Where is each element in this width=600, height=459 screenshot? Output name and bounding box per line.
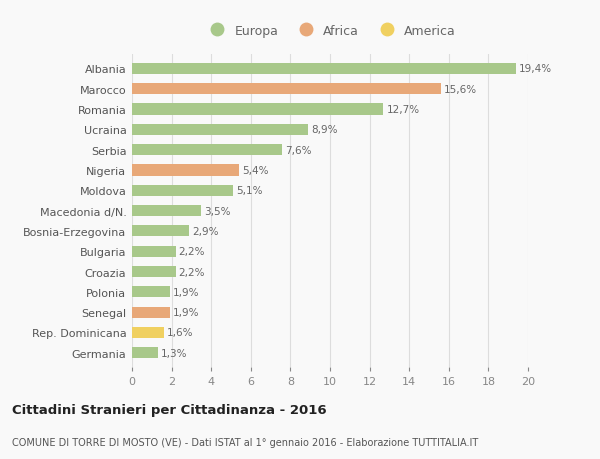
Text: 8,9%: 8,9%	[311, 125, 338, 135]
Text: 1,9%: 1,9%	[173, 287, 199, 297]
Bar	[132, 266, 176, 278]
Bar	[132, 124, 308, 136]
Bar	[132, 185, 233, 196]
Bar	[132, 226, 190, 237]
Text: 2,9%: 2,9%	[193, 226, 219, 236]
Bar	[132, 64, 516, 75]
Bar	[132, 145, 283, 156]
Text: 19,4%: 19,4%	[519, 64, 552, 74]
Text: COMUNE DI TORRE DI MOSTO (VE) - Dati ISTAT al 1° gennaio 2016 - Elaborazione TUT: COMUNE DI TORRE DI MOSTO (VE) - Dati IST…	[12, 437, 478, 447]
Bar	[132, 307, 170, 318]
Bar	[132, 347, 158, 358]
Text: 12,7%: 12,7%	[386, 105, 419, 115]
Text: Cittadini Stranieri per Cittadinanza - 2016: Cittadini Stranieri per Cittadinanza - 2…	[12, 403, 326, 416]
Text: 2,2%: 2,2%	[179, 246, 205, 257]
Text: 1,6%: 1,6%	[167, 328, 193, 338]
Text: 5,1%: 5,1%	[236, 186, 262, 196]
Bar	[132, 246, 176, 257]
Text: 15,6%: 15,6%	[444, 84, 477, 95]
Text: 2,2%: 2,2%	[179, 267, 205, 277]
Text: 1,3%: 1,3%	[161, 348, 187, 358]
Legend: Europa, Africa, America: Europa, Africa, America	[200, 21, 460, 41]
Bar	[132, 206, 202, 217]
Bar	[132, 104, 383, 115]
Text: 1,9%: 1,9%	[173, 308, 199, 318]
Bar	[132, 286, 170, 298]
Text: 7,6%: 7,6%	[286, 146, 312, 155]
Bar	[132, 165, 239, 176]
Text: 5,4%: 5,4%	[242, 166, 268, 176]
Bar	[132, 84, 441, 95]
Text: 3,5%: 3,5%	[204, 206, 231, 216]
Bar	[132, 327, 164, 338]
